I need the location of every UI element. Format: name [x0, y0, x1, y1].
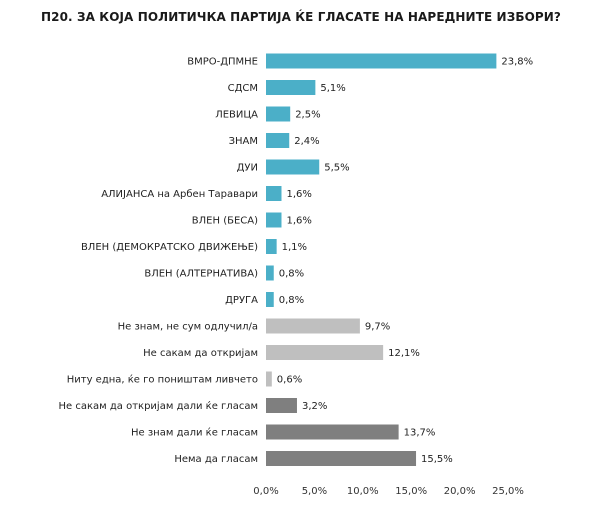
category-label: ВМРО-ДПМНЕ [187, 57, 258, 68]
bar [266, 265, 274, 281]
x-tick-label: 20,0% [444, 486, 476, 497]
data-label: 1,1% [282, 242, 307, 253]
bar [266, 212, 282, 228]
category-label: Не сакам да откријам [143, 347, 258, 359]
bar [266, 186, 282, 201]
x-tick-label: 0,0% [253, 486, 278, 497]
data-label: 0,8% [279, 295, 304, 306]
category-label: Нема да гласам [174, 454, 258, 465]
bar [266, 398, 297, 413]
category-label: Не сакам да откријам дали ќе гласам [59, 400, 258, 412]
bar [266, 292, 274, 307]
category-label: АЛИЈАНСА на Арбен Таравари [101, 189, 258, 200]
data-label: 15,5% [421, 454, 453, 465]
data-label: 23,8% [501, 57, 533, 68]
category-label: ЛЕВИЦА [215, 110, 258, 121]
data-label: 0,8% [279, 269, 304, 280]
category-label: ВЛЕН (БЕСА) [192, 216, 258, 227]
category-label: ВЛЕН (ДЕМОКРАТСКО ДВИЖЕЊЕ) [81, 242, 258, 253]
x-tick-label: 15,0% [395, 486, 427, 497]
data-label: 2,5% [295, 110, 320, 121]
data-label: 5,1% [320, 83, 345, 94]
data-label: 3,2% [302, 401, 327, 412]
data-label: 0,6% [277, 375, 302, 386]
bar [266, 133, 290, 148]
category-label: СДСМ [228, 83, 258, 94]
data-label: 9,7% [365, 322, 390, 333]
data-label: 5,5% [324, 163, 349, 174]
category-label: ДУИ [237, 163, 258, 174]
category-label: ДРУГА [225, 295, 258, 306]
x-tick-label: 10,0% [347, 486, 379, 497]
category-label: Не знам, не сум одлучил/а [118, 322, 258, 333]
bar [266, 424, 399, 440]
data-label: 2,4% [294, 136, 319, 147]
category-label: ЗНАМ [229, 136, 258, 147]
bar [266, 451, 417, 466]
category-label: ВЛЕН (АЛТЕРНАТИВА) [144, 269, 258, 280]
chart-title: П20. ЗА КОЈА ПОЛИТИЧКА ПАРТИЈА ЌЕ ГЛАСАТ… [41, 10, 561, 24]
category-label: Ниту една, ќе го поништам ливчето [67, 374, 258, 386]
x-tick-label: 25,0% [492, 486, 524, 497]
bar [266, 106, 291, 122]
bar [266, 80, 316, 95]
data-label: 13,7% [404, 428, 436, 439]
bar [266, 318, 360, 334]
data-label: 1,6% [286, 189, 311, 200]
bar [266, 239, 277, 254]
bar [266, 345, 384, 360]
x-tick-label: 5,0% [302, 486, 327, 497]
bar [266, 371, 272, 387]
bar [266, 53, 497, 69]
data-label: 1,6% [286, 216, 311, 227]
category-label: Не знам дали ќе гласам [131, 427, 258, 439]
bar [266, 159, 320, 175]
data-label: 12,1% [388, 348, 420, 359]
